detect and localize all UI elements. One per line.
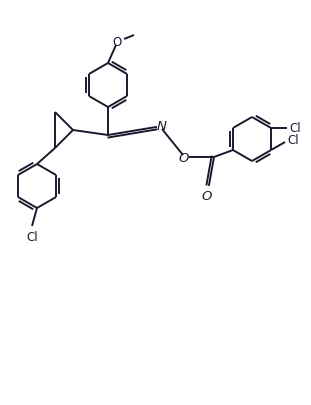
Text: N: N — [157, 120, 167, 133]
Text: Cl: Cl — [287, 134, 299, 147]
Text: O: O — [112, 35, 122, 48]
Text: O: O — [202, 190, 212, 202]
Text: Cl: Cl — [289, 122, 301, 135]
Text: Cl: Cl — [26, 230, 38, 243]
Text: O: O — [179, 151, 189, 164]
